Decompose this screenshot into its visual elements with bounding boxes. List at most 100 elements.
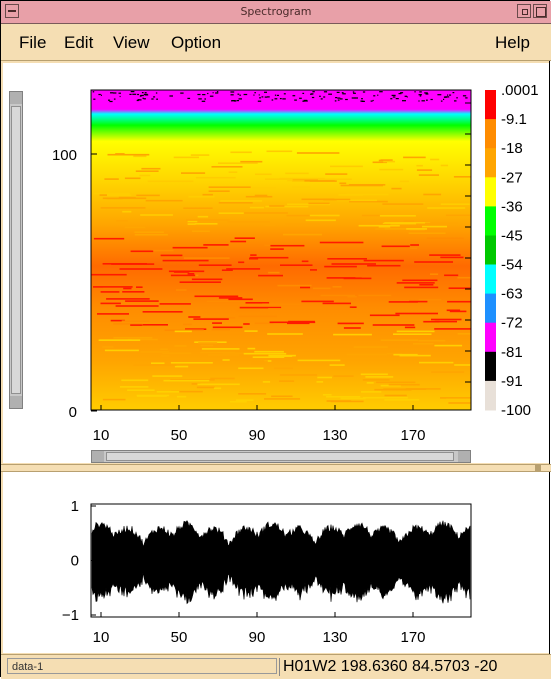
horizontal-scrollbar[interactable]	[91, 450, 471, 463]
spectrogram-streak	[445, 96, 450, 98]
menu-option[interactable]: Option	[171, 33, 222, 52]
spectrogram-streak	[323, 198, 351, 201]
spectrogram-streak	[434, 328, 471, 330]
scroll-left-arrow-icon[interactable]	[92, 451, 104, 462]
spectrogram-streak	[372, 161, 387, 164]
spectrogram-streak	[257, 100, 262, 102]
spectrogram-streak	[124, 226, 146, 229]
spectrogram-streak	[336, 91, 340, 93]
scroll-down-arrow-icon[interactable]	[10, 396, 22, 408]
spectrogram-streak	[249, 206, 265, 209]
spectrogram-streak	[271, 99, 274, 101]
spectrogram-streak	[207, 92, 209, 95]
spectrogram-streaks	[91, 91, 471, 404]
spectrogram-streak	[286, 214, 319, 217]
spectrogram-streak	[208, 354, 240, 356]
spectrogram-streak	[452, 92, 455, 94]
spectrogram-streak	[144, 92, 147, 94]
spectrogram-streak	[162, 352, 192, 354]
spectrogram-streak	[353, 92, 356, 94]
spectrogram-streak	[328, 93, 332, 95]
spectrogram-streak	[172, 246, 208, 249]
spectrogram-streak	[440, 256, 464, 259]
window-menu-button[interactable]	[5, 4, 19, 18]
spectrogram-streak	[388, 383, 420, 386]
spectrogram-streak	[384, 394, 407, 397]
spectrogram-streak	[102, 398, 126, 401]
waveform-x-tick-label: 10	[93, 629, 110, 646]
spectrogram-streak	[384, 399, 420, 401]
spectrogram-streak	[142, 97, 144, 99]
menu-edit[interactable]: Edit	[64, 33, 94, 52]
spectrogram-streak	[163, 379, 210, 382]
spectrogram-streak	[323, 91, 328, 93]
spectrogram-frame	[90, 89, 472, 411]
spectrogram-streak	[445, 214, 471, 217]
spectrogram-streak	[274, 94, 277, 96]
spectrogram-streak	[193, 318, 229, 320]
spectrogram-streak	[283, 93, 286, 95]
spectrogram-plot: 100 0 10 50 90 130 170 .0001 -9.1 -18 -27 -36 -45 -5…	[52, 82, 539, 444]
colorbar-label: -36	[501, 198, 523, 215]
spectrogram-streak	[391, 94, 396, 96]
spectrogram-streak	[276, 94, 279, 96]
spectrogram-streak	[143, 98, 146, 100]
pane-sash[interactable]	[535, 465, 541, 471]
spectrogram-streak	[243, 352, 287, 355]
spectrogram-streak	[212, 322, 222, 324]
spectrogram-streak	[156, 391, 180, 393]
spectrogram-streak	[437, 94, 442, 96]
spectrogram-streak	[326, 277, 356, 279]
title-bar[interactable]: Spectrogram	[1, 1, 551, 24]
spectrogram-streak	[332, 286, 342, 288]
spectrogram-streak	[379, 91, 383, 93]
spectrogram-streak	[414, 91, 416, 93]
spectrogram-streak	[187, 97, 191, 99]
spectrogram-streak	[99, 194, 107, 196]
spectrogram-streak	[402, 279, 438, 282]
spectrogram-streak	[162, 259, 209, 262]
spectrogram-streak	[317, 376, 332, 379]
spectrogram-streak	[228, 171, 238, 173]
pane-divider[interactable]	[1, 464, 551, 472]
spectrogram-streak	[164, 329, 204, 331]
vertical-scroll-thumb[interactable]	[11, 106, 21, 394]
scroll-right-arrow-icon[interactable]	[458, 451, 470, 462]
spectrogram-streak	[141, 167, 161, 170]
spectrogram-streak	[112, 92, 117, 94]
spectrogram-streak	[125, 300, 159, 302]
spectrogram-streak	[426, 99, 428, 101]
spectrogram-streak	[102, 346, 114, 348]
spectrogram-streak	[388, 301, 418, 303]
colorbar-segment	[485, 90, 496, 120]
spectrogram-streak	[362, 396, 408, 399]
spectrogram-streak	[261, 96, 264, 98]
spectrogram-streak	[238, 393, 267, 395]
colorbar-label: -9.1	[501, 111, 527, 128]
minimize-button[interactable]	[517, 4, 531, 18]
maximize-button[interactable]	[533, 4, 547, 18]
spectrogram-streak	[419, 361, 454, 364]
spectrogram-streak	[340, 397, 366, 400]
spectrogram-streak	[139, 174, 151, 177]
menu-help[interactable]: Help	[495, 33, 530, 52]
menu-view[interactable]: View	[113, 33, 150, 52]
spectrogram-streak	[181, 172, 206, 174]
vertical-scrollbar[interactable]	[9, 91, 23, 409]
horizontal-scroll-thumb[interactable]	[106, 452, 454, 461]
spectrogram-streak	[190, 154, 210, 156]
spectrogram-streak	[358, 224, 400, 227]
spectrogram-streak	[140, 351, 169, 353]
spectrogram-streak	[299, 97, 302, 99]
colorbar-segment	[485, 177, 496, 207]
scroll-up-arrow-icon[interactable]	[10, 92, 22, 104]
colorbar-label: -72	[501, 315, 523, 332]
spectrogram-streak	[346, 193, 389, 196]
spectrogram-streak	[319, 241, 364, 244]
spectrogram-streak	[391, 187, 402, 190]
spectrogram-streak	[270, 244, 305, 247]
spectrogram-streak	[236, 309, 260, 312]
spectrogram-streak	[362, 91, 366, 93]
menu-file[interactable]: File	[19, 33, 47, 52]
spectrogram-streak	[287, 322, 310, 325]
